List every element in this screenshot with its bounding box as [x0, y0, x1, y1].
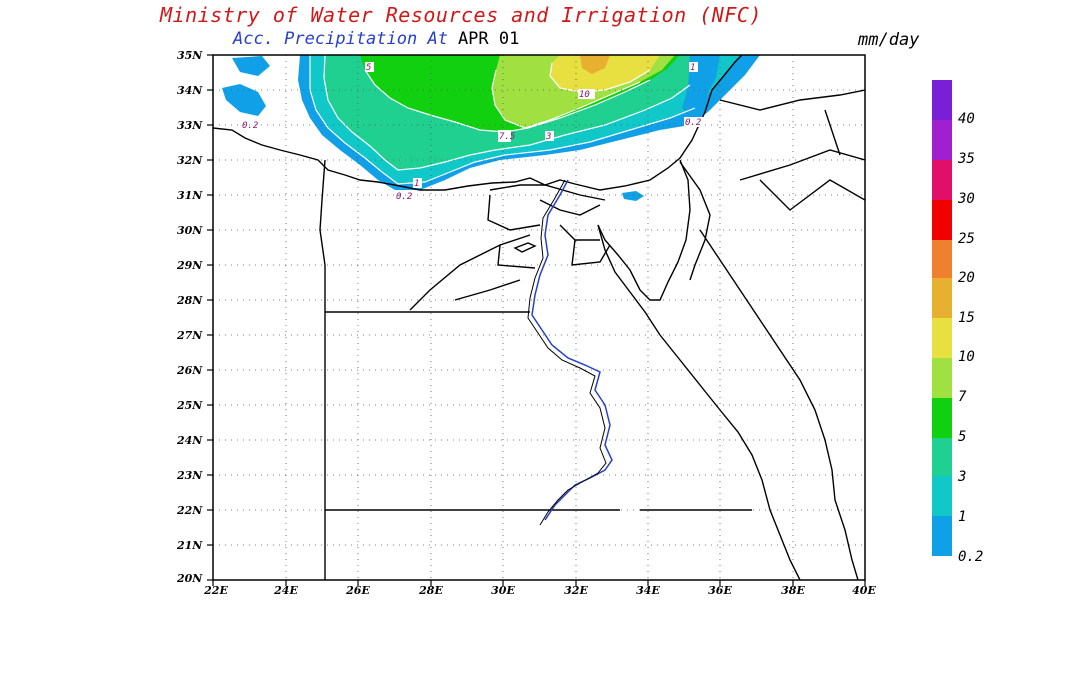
lat-label: 27N [176, 329, 203, 342]
longitude-labels: 22E 24E 26E 28E 30E 32E 34E 36E 38E 40E [203, 584, 876, 597]
lat-label: 34N [177, 84, 203, 97]
contour-value-labels: 5 10 1 0.2 7.5 3 1 0.2 0.2 [242, 62, 704, 202]
subtitle-date: APR 01 [457, 29, 520, 49]
levant-borders [719, 89, 865, 211]
nile-river [527, 179, 613, 526]
colorbar-label: 30 [957, 191, 975, 207]
colorbar-swatch [932, 516, 952, 556]
colorbar-label: 35 [957, 151, 975, 167]
lon-label: 36E [708, 584, 732, 597]
lon-label: 22E [203, 584, 228, 597]
red-sea-west-coast [597, 224, 801, 580]
lat-label: 28N [176, 294, 203, 307]
colorbar-label: 0.2 [958, 549, 983, 565]
colorbar-swatch [932, 240, 952, 278]
contour-label: 1 [414, 179, 419, 189]
lon-label: 40E [852, 584, 876, 597]
colorbar-swatch [932, 278, 952, 318]
contour-label: 0.2 [685, 118, 701, 128]
north-africa-coastline [213, 55, 743, 191]
precip-band-15 [580, 55, 610, 74]
colorbar-swatch [932, 438, 952, 476]
contour-label: 5 [366, 63, 371, 73]
lat-label: 29N [176, 259, 203, 272]
colorbar-swatch [932, 160, 952, 200]
colorbar-label: 3 [957, 469, 966, 485]
lat-label: 22N [176, 504, 203, 517]
colorbar-label: 20 [958, 270, 975, 286]
tick-marks [207, 54, 866, 586]
nile-delta-governorates [487, 184, 611, 269]
lon-label: 26E [345, 584, 370, 597]
units-label: mm/day [858, 30, 920, 50]
contour-label: 3 [545, 132, 551, 142]
lat-label: 21N [176, 539, 203, 552]
colorbar-label: 10 [958, 349, 975, 365]
colorbar-label: 25 [958, 231, 975, 247]
precip-blob-coast [622, 191, 644, 201]
colorbar-swatch [932, 358, 952, 398]
lat-label: 20N [176, 572, 203, 585]
colorbar-swatch [932, 318, 952, 358]
egypt-west-lines [325, 234, 531, 313]
precip-blob-northwest [232, 56, 270, 76]
lat-label: 30N [177, 224, 203, 237]
colorbar-label: 5 [958, 429, 966, 445]
precip-fill [222, 55, 760, 201]
contour-label: 0.2 [396, 192, 412, 202]
latitude-labels: 35N 34N 33N 32N 31N 30N 29N 28N 27N 26N … [176, 49, 203, 585]
arabia-coast [699, 229, 859, 580]
lon-label: 30E [491, 584, 515, 597]
subtitle-label: Acc. Precipitation At [233, 29, 448, 49]
lon-label: 32E [564, 584, 588, 597]
contour-label: 0.2 [242, 121, 258, 131]
colorbar-label: 15 [958, 310, 975, 326]
grid-lines [213, 55, 865, 580]
contour-label: 7.5 [499, 132, 515, 142]
lat-label: 26N [176, 364, 203, 377]
map-frame [212, 54, 866, 581]
lat-label: 35N [177, 49, 203, 62]
lat-label: 24N [176, 434, 203, 447]
lon-label: 24E [273, 584, 298, 597]
colorbar-swatch [932, 200, 952, 240]
contour-label: 1 [690, 63, 695, 73]
lon-label: 34E [636, 584, 660, 597]
colorbar-swatch [932, 80, 952, 120]
map-subtitle: Acc. Precipitation At APR 01 [233, 29, 519, 49]
colorbar-label: 7 [958, 389, 967, 405]
lat-label: 23N [176, 469, 203, 482]
lat-label: 31N [177, 189, 203, 202]
libya-egypt-border [319, 159, 326, 580]
lat-label: 33N [177, 119, 203, 132]
lat-label: 32N [177, 154, 203, 167]
sinai-west-coast [597, 159, 691, 301]
colorbar: 40 35 30 25 20 15 10 7 5 3 1 0.2 [932, 80, 983, 565]
colorbar-label: 1 [958, 509, 966, 525]
aqaba-coast [679, 161, 711, 281]
lon-label: 38E [781, 584, 805, 597]
precip-blob-west [222, 84, 266, 116]
colorbar-label: 40 [958, 111, 975, 127]
boundaries [213, 55, 865, 580]
colorbar-swatch [932, 476, 952, 516]
lat-label: 25N [176, 399, 203, 412]
colorbar-swatch [932, 120, 952, 160]
map-title: Ministry of Water Resources and Irrigati… [160, 3, 762, 27]
contour-label: 10 [579, 90, 590, 100]
fayoum-lake [513, 242, 537, 253]
precip-band-10 [550, 55, 660, 92]
lon-label: 28E [418, 584, 443, 597]
colorbar-swatch [932, 398, 952, 438]
